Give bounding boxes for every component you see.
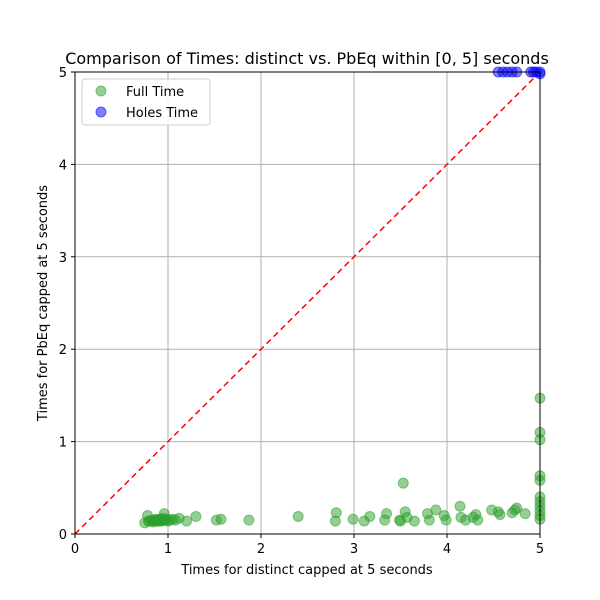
data-point-full-time	[519, 508, 531, 520]
data-point-full-time	[408, 515, 420, 527]
legend-label-full-time: Full Time	[126, 85, 184, 100]
axis-ticks: 0 1 2 3 4 5 0 1 2 3 4 5	[59, 66, 544, 557]
y-tick-label: 1	[59, 436, 67, 451]
x-axis-label: Times for distinct capped at 5 seconds	[180, 563, 433, 578]
data-point-full-time	[454, 500, 466, 512]
data-point-full-time	[243, 514, 255, 526]
data-point-full-time	[190, 510, 202, 522]
plot-frame	[74, 71, 541, 535]
data-point-full-time	[423, 514, 435, 526]
data-point-full-time	[364, 510, 376, 522]
y-tick-label: 0	[59, 528, 67, 543]
data-point-full-time	[440, 514, 452, 526]
x-tick-label: 2	[257, 542, 265, 557]
x-tick-label: 3	[350, 542, 358, 557]
data-points	[139, 66, 546, 529]
y-axis-label: Times for PbEq capped at 5 seconds	[36, 185, 51, 422]
data-point-full-time	[397, 477, 409, 489]
legend-label-holes-time: Holes Time	[126, 106, 198, 121]
data-point-full-time	[330, 507, 342, 519]
data-point-full-time	[430, 504, 442, 516]
legend-marker-holes-time	[95, 106, 107, 118]
x-tick-label: 0	[71, 542, 79, 557]
data-point-full-time	[181, 515, 193, 527]
data-point-full-time	[292, 510, 304, 522]
legend-marker-full-time	[95, 85, 107, 97]
data-point-full-time	[494, 509, 506, 521]
x-tick-label: 1	[164, 542, 172, 557]
legend: Full Time Holes Time	[81, 78, 211, 126]
legend-box	[81, 78, 211, 126]
y-tick-label: 4	[59, 158, 67, 173]
grid	[74, 71, 541, 535]
y-tick-label: 5	[59, 66, 67, 81]
data-point-full-time	[215, 513, 227, 525]
data-point-full-time	[381, 508, 393, 520]
x-tick-label: 4	[443, 542, 451, 557]
x-tick-label: 5	[536, 542, 544, 557]
y-tick-label: 3	[59, 251, 67, 266]
data-point-full-time	[472, 514, 484, 526]
data-point-full-time	[347, 513, 359, 525]
chart-title: Comparison of Times: distinct vs. PbEq w…	[65, 49, 549, 68]
y-tick-label: 2	[59, 343, 67, 358]
data-point-full-time	[511, 502, 523, 514]
